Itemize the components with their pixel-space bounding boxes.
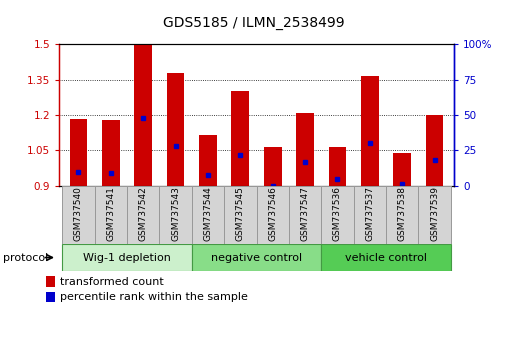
Text: GSM737540: GSM737540 — [74, 187, 83, 241]
Text: GSM737541: GSM737541 — [106, 187, 115, 241]
Text: protocol: protocol — [3, 252, 48, 263]
Bar — [160, 186, 192, 244]
Bar — [393, 153, 411, 186]
Text: GSM737547: GSM737547 — [301, 187, 309, 241]
Text: GSM737545: GSM737545 — [236, 187, 245, 241]
Bar — [386, 186, 419, 244]
Text: negative control: negative control — [211, 252, 302, 263]
Text: GSM737536: GSM737536 — [333, 187, 342, 241]
Text: vehicle control: vehicle control — [345, 252, 427, 263]
Text: GSM737539: GSM737539 — [430, 187, 439, 241]
Bar — [231, 91, 249, 186]
Bar — [321, 244, 451, 271]
Text: GSM737546: GSM737546 — [268, 187, 277, 241]
Bar — [102, 120, 120, 186]
Bar — [192, 244, 321, 271]
Text: GSM737542: GSM737542 — [139, 187, 148, 241]
Bar — [328, 147, 346, 186]
Text: transformed count: transformed count — [60, 277, 163, 287]
Text: Wig-1 depletion: Wig-1 depletion — [83, 252, 171, 263]
Text: GSM737538: GSM737538 — [398, 187, 407, 241]
Bar — [134, 44, 152, 186]
Bar — [94, 186, 127, 244]
Bar — [62, 244, 192, 271]
Text: GDS5185 / ILMN_2538499: GDS5185 / ILMN_2538499 — [163, 16, 345, 30]
Bar — [419, 186, 451, 244]
Bar — [289, 186, 321, 244]
Text: GSM737537: GSM737537 — [365, 187, 374, 241]
Bar — [192, 186, 224, 244]
Bar — [46, 291, 55, 302]
Bar — [264, 147, 282, 186]
Bar — [46, 276, 55, 287]
Bar — [62, 186, 94, 244]
Bar — [426, 115, 443, 186]
Bar — [256, 186, 289, 244]
Bar — [199, 135, 217, 186]
Text: GSM737544: GSM737544 — [204, 187, 212, 241]
Text: percentile rank within the sample: percentile rank within the sample — [60, 292, 247, 302]
Bar — [224, 186, 256, 244]
Bar — [70, 119, 87, 186]
Text: GSM737543: GSM737543 — [171, 187, 180, 241]
Bar — [321, 186, 353, 244]
Bar — [353, 186, 386, 244]
Bar — [361, 76, 379, 186]
Bar — [127, 186, 160, 244]
Bar — [296, 113, 314, 186]
Bar — [167, 73, 185, 186]
